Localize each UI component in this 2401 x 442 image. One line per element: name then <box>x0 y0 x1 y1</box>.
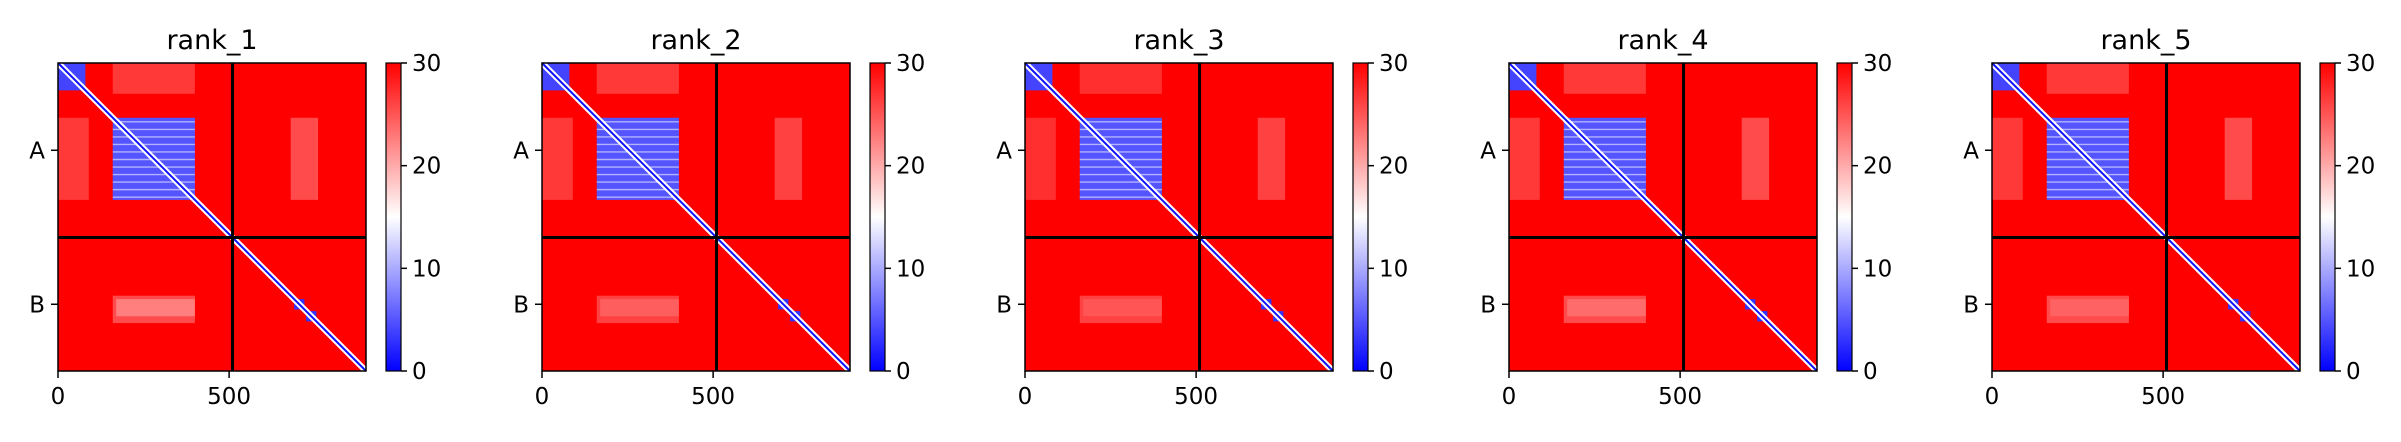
colorbar-tick-label: 0 <box>1379 359 1394 385</box>
x-tick-label: 500 <box>1174 384 1218 410</box>
heatmap-region-medium <box>116 299 195 317</box>
colorbar-tick-label: 30 <box>412 51 441 77</box>
heatmap-region-medium <box>1741 117 1770 200</box>
heatmap-region-medium <box>1257 117 1286 200</box>
heatmap-diagonal <box>1024 62 1334 372</box>
panel-title: rank_3 <box>1133 25 1224 56</box>
y-tick-label-chain: B <box>1480 292 1496 318</box>
panel-title: rank_4 <box>1617 25 1708 56</box>
colorbar-tick-label: 10 <box>1863 256 1892 282</box>
panel-title: rank_1 <box>166 25 257 56</box>
colorbar <box>385 62 402 372</box>
colorbar-tick-label: 30 <box>1863 51 1892 77</box>
y-tick-label-chain: A <box>996 138 1012 164</box>
heatmap-region-medium <box>1083 299 1162 317</box>
heatmap-region-medium <box>112 63 195 94</box>
x-tick-label: 500 <box>1658 384 1702 410</box>
panel-4: rank_4 0 500 A B 0 10 20 30 <box>1480 25 1892 410</box>
colorbar-tick-label: 20 <box>1863 154 1892 180</box>
colorbar-tick-label: 10 <box>896 256 925 282</box>
colorbar-tick-label: 30 <box>896 51 925 77</box>
heatmap-diagonal <box>1991 62 2301 372</box>
plot-frame <box>1508 62 1818 372</box>
colorbar-tick-label: 30 <box>1379 51 1408 77</box>
colorbar-tick-label: 0 <box>2346 359 2361 385</box>
panel-1: rank_1 0 500 A B 0 10 20 30 <box>29 25 441 410</box>
y-tick-label-chain: B <box>29 292 45 318</box>
colorbar-tick-label: 0 <box>896 359 911 385</box>
colorbar <box>1352 62 1369 372</box>
y-tick-label-chain: A <box>1480 138 1496 164</box>
x-tick-label: 500 <box>2141 384 2185 410</box>
heatmap-region-medium <box>596 63 679 94</box>
heatmap-region-medium <box>600 299 679 317</box>
colorbar <box>869 62 886 372</box>
heatmap-region-medium <box>1025 117 1056 200</box>
y-tick-label-chain: B <box>996 292 1012 318</box>
y-tick-label-chain: B <box>513 292 529 318</box>
x-tick-label: 0 <box>1502 384 1517 410</box>
x-tick-label: 0 <box>1018 384 1033 410</box>
colorbar-tick-label: 20 <box>2346 154 2375 180</box>
x-tick-label: 0 <box>51 384 66 410</box>
heatmap-region-medium <box>2050 299 2129 317</box>
heatmap-region-medium <box>1509 117 1540 200</box>
heatmap-region-medium <box>2046 63 2129 94</box>
x-tick-label: 0 <box>1985 384 2000 410</box>
panel-2: rank_2 0 500 A B 0 10 20 30 <box>513 25 925 410</box>
plot-frame <box>541 62 851 372</box>
plot-frame <box>1024 62 1334 372</box>
x-tick-label: 500 <box>207 384 251 410</box>
heatmap-region-medium <box>2224 117 2253 200</box>
y-tick-label-chain: A <box>29 138 45 164</box>
heatmap-region-medium <box>290 117 319 200</box>
x-tick-label: 0 <box>535 384 550 410</box>
heatmap-region-medium <box>1992 117 2023 200</box>
colorbar-tick-label: 10 <box>2346 256 2375 282</box>
colorbar-tick-label: 0 <box>412 359 427 385</box>
colorbar-tick-label: 10 <box>1379 256 1408 282</box>
y-tick-label-chain: B <box>1963 292 1979 318</box>
plot-frame <box>1991 62 2301 372</box>
heatmap-region-medium <box>1567 299 1646 317</box>
y-tick-label-chain: A <box>513 138 529 164</box>
colorbar-tick-label: 10 <box>412 256 441 282</box>
colorbar-tick-label: 20 <box>412 154 441 180</box>
colorbar-tick-label: 30 <box>2346 51 2375 77</box>
colorbar-tick-label: 20 <box>1379 154 1408 180</box>
colorbar-tick-label: 0 <box>1863 359 1878 385</box>
heatmap-region-medium <box>774 117 803 200</box>
panel-3: rank_3 0 500 A B 0 10 20 30 <box>996 25 1408 410</box>
heatmap-region-medium <box>58 117 89 200</box>
x-tick-label: 500 <box>691 384 735 410</box>
plot-frame <box>57 62 367 372</box>
heatmap-region-medium <box>1563 63 1646 94</box>
colorbar <box>1836 62 1853 372</box>
y-tick-label-chain: A <box>1963 138 1979 164</box>
heatmap-region-medium <box>1079 63 1162 94</box>
panel-title: rank_5 <box>2100 25 2191 56</box>
heatmap-diagonal <box>57 62 367 372</box>
panel-title: rank_2 <box>650 25 741 56</box>
heatmap-region-medium <box>542 117 573 200</box>
colorbar <box>2319 62 2336 372</box>
heatmap-diagonal <box>541 62 851 372</box>
heatmap-diagonal <box>1508 62 1818 372</box>
colorbar-tick-label: 20 <box>896 154 925 180</box>
panel-5: rank_5 0 500 A B 0 10 20 30 <box>1963 25 2375 410</box>
